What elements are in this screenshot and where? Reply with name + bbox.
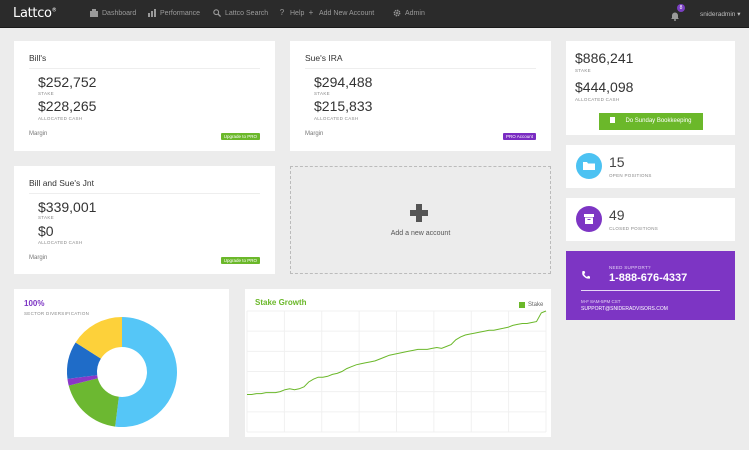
help-icon: ? [279,8,285,17]
chart-title: Stake Growth [255,298,307,307]
divider [29,193,260,194]
cash-label: ALLOCATED CASH [575,97,620,102]
legend-swatch [519,302,525,308]
add-account-label: Add a new account [390,230,451,237]
closed-positions-count: 49 [609,207,625,223]
cash-label: ALLOCATED CASH [314,116,359,121]
stake-value: $294,488 [314,74,373,90]
nav-label: Lattco Search [225,9,269,17]
support-heading: NEED SUPPORT? [609,265,651,270]
gear-icon [393,9,401,17]
series-line-stake [247,310,547,395]
phone-icon [581,267,591,285]
open-positions-count: 15 [609,154,625,170]
account-card[interactable]: Sue's IRA $294,488 STAKE $215,833 ALLOCA… [290,41,551,151]
divider [305,68,536,69]
stake-growth-card: Stake Growth Stake [245,289,551,437]
nav-label: Admin [405,9,425,17]
divider [581,290,720,291]
account-title: Bill's [29,53,47,63]
sunday-bookkeeping-button[interactable]: Do Sunday Bookkeeping [599,113,703,130]
archive-icon [576,206,602,232]
nav-admin[interactable]: Admin [393,9,425,17]
line-chart [246,310,547,433]
upgrade-pro-button[interactable]: Upgrade to PRO [220,257,260,264]
chart-subtitle: SECTOR DIVERSIFICATION [24,311,90,316]
nav-label: Add New Account [319,9,375,17]
sector-chart-card: 100% SECTOR DIVERSIFICATION [14,289,229,437]
dashboard-icon [90,9,98,17]
folder-icon [576,153,602,179]
total-stake-value: $886,241 [575,50,634,66]
legend-label: Stake [528,302,544,308]
chart-icon [148,9,156,17]
nav-help[interactable]: ? Help [278,8,305,17]
account-card[interactable]: Bill's $252,752 STAKE $228,265 ALLOCATED… [14,41,275,151]
margin-label: Margin [305,131,324,137]
cash-value: $228,265 [38,98,97,114]
open-positions-label: OPEN POSITIONS [609,173,652,178]
account-title: Sue's IRA [305,53,343,63]
cash-label: ALLOCATED CASH [38,116,83,121]
stake-label: STAKE [38,91,54,96]
nav-performance[interactable]: Performance [148,9,200,17]
support-hours: M-F 8AM-5PM CST [581,299,621,304]
app-logo[interactable]: Lattco® [13,6,57,21]
support-email[interactable]: SUPPORT@SNIDERADVISORS.COM [581,306,668,312]
account-card[interactable]: Bill and Sue's Jnt $339,001 STAKE $0 ALL… [14,166,275,274]
nav-lattco-search[interactable]: Lattco Search [213,9,269,18]
notification-badge: 8 [677,4,685,12]
nav-label: Help [290,9,305,17]
book-icon [610,117,616,123]
user-menu[interactable]: snideradmin ▾ [700,11,741,18]
top-navbar: Lattco® Dashboard Performance Lattco Sea… [0,0,749,28]
search-icon [213,9,222,18]
stake-label: STAKE [314,91,330,96]
total-cash-value: $444,098 [575,79,634,95]
cash-value: $0 [38,223,54,239]
stake-value: $339,001 [38,199,97,215]
pie-slice[interactable] [67,375,98,386]
pie-slice[interactable] [68,378,119,427]
nav-label: Performance [160,9,201,17]
add-account-card[interactable]: Add a new account [290,166,551,274]
nav-label: Dashboard [102,9,137,17]
chart-title: 100% [24,299,45,308]
closed-positions-card[interactable]: 49 CLOSED POSITIONS [566,198,735,241]
pie-slice[interactable] [67,342,101,379]
margin-label: Margin [29,255,48,261]
pro-account-badge: PRO Account [502,133,536,140]
divider [29,68,260,69]
account-title: Bill and Sue's Jnt [29,178,94,188]
nav-dashboard[interactable]: Dashboard [90,9,136,17]
support-phone[interactable]: 1-888-676-4337 [609,272,688,284]
upgrade-pro-button[interactable]: Upgrade to PRO [220,133,260,140]
closed-positions-label: CLOSED POSITIONS [609,226,659,231]
summary-card: $886,241 STAKE $444,098 ALLOCATED CASH D… [566,41,735,135]
margin-label: Margin [29,131,48,137]
cash-value: $215,833 [314,98,373,114]
nav-add-new-account[interactable]: + Add New Account [307,8,375,17]
bell-icon[interactable] [670,8,680,21]
open-positions-card[interactable]: 15 OPEN POSITIONS [566,145,735,188]
plus-icon [410,204,428,222]
button-label: Do Sunday Bookkeeping [625,118,692,124]
pie-slice[interactable] [115,317,177,427]
stake-label: STAKE [38,215,54,220]
support-card: NEED SUPPORT? 1-888-676-4337 M-F 8AM-5PM… [566,251,735,320]
plus-icon: + [308,8,314,17]
stake-label: STAKE [575,68,591,73]
donut-chart [67,317,177,427]
pie-slice[interactable] [75,317,122,359]
cash-label: ALLOCATED CASH [38,240,83,245]
stake-value: $252,752 [38,74,97,90]
